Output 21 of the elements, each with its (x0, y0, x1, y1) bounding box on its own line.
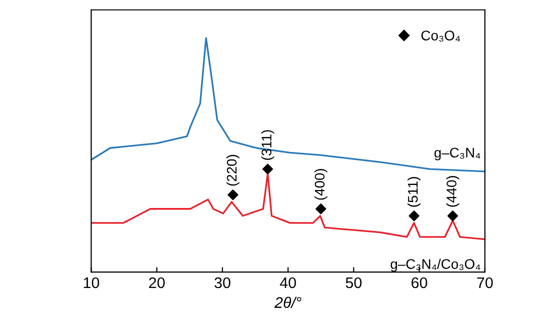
x-tick-label: 20 (149, 277, 165, 288)
point (408, 210, 420, 222)
annotation: (400) (314, 168, 328, 200)
annotation: (220) (226, 154, 240, 186)
point (228, 190, 238, 200)
point (262, 164, 274, 174)
annotation: (511) (408, 177, 421, 207)
x-axis-title: 2θ/° (274, 296, 302, 308)
x-tick-label: 60 (412, 277, 428, 288)
x-tick-label: 50 (346, 277, 362, 288)
x-tick-label: 70 (477, 277, 493, 288)
x-tick-label: 30 (214, 277, 230, 288)
legend-label: Co₃O₄ (421, 30, 460, 42)
point (316, 204, 326, 214)
x-tick-label: 10 (84, 277, 100, 288)
x-tick-label: 40 (280, 277, 296, 288)
point (447, 210, 458, 222)
series-label: g–C₃N₄ (434, 148, 480, 160)
annotation: (440) (446, 176, 460, 207)
series-label: g–C₃N₄/Co₃O₄ (390, 258, 480, 272)
annotation: (311) (261, 130, 274, 160)
